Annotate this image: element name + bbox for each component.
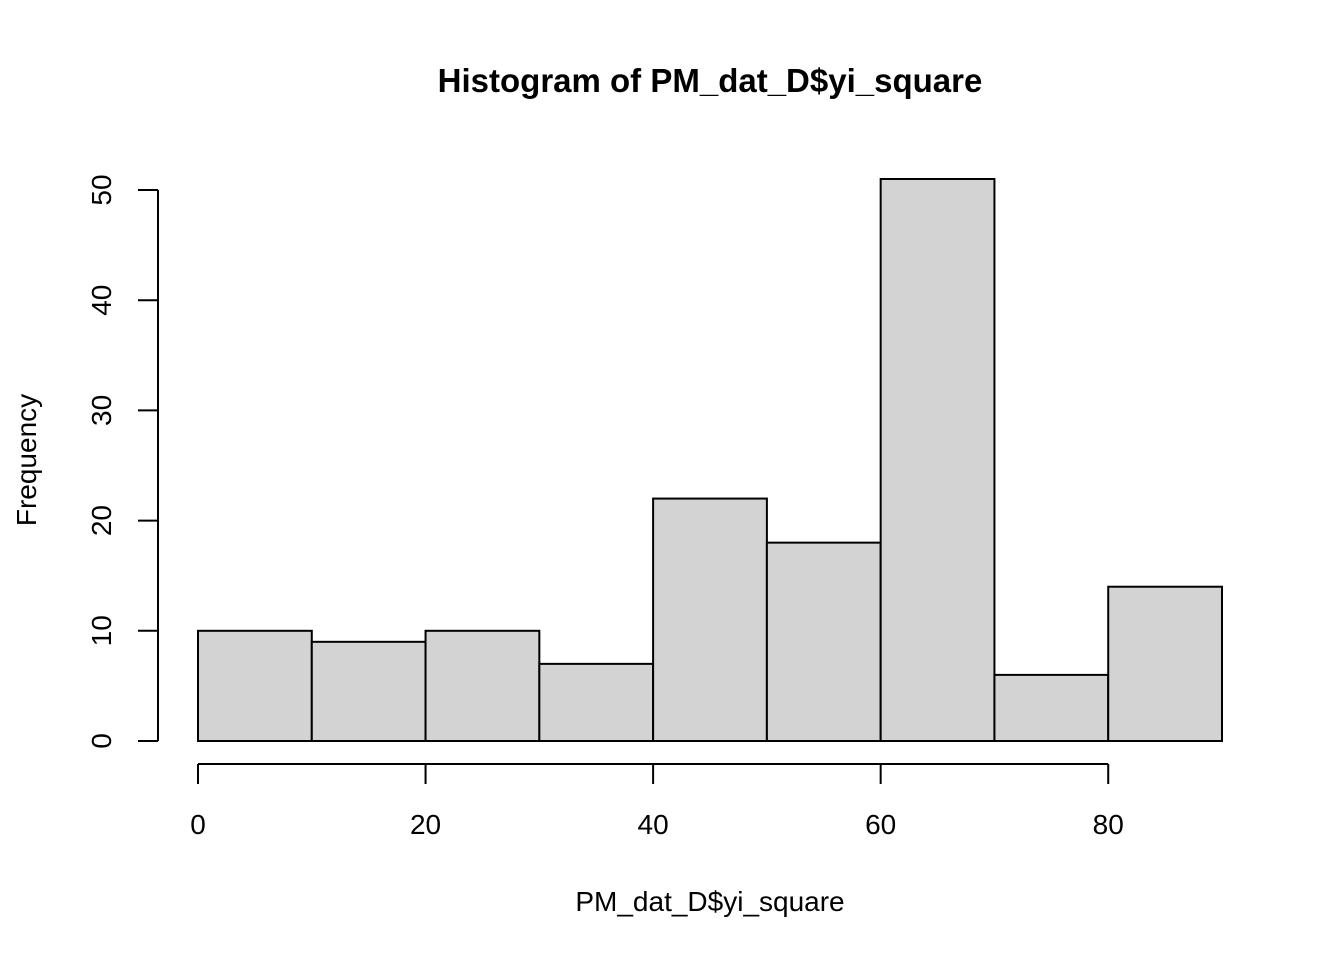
histogram-bar bbox=[197, 629, 313, 742]
histogram-bar bbox=[1107, 585, 1223, 742]
histogram-bar bbox=[993, 673, 1110, 742]
histogram-bar bbox=[424, 629, 541, 742]
y-tick-label: 50 bbox=[86, 174, 117, 205]
histogram-bar bbox=[538, 662, 655, 742]
y-tick-label: 20 bbox=[86, 505, 117, 536]
x-tick-label: 60 bbox=[865, 809, 896, 840]
x-tick-label: 40 bbox=[638, 809, 669, 840]
histogram-bar bbox=[310, 640, 427, 743]
x-axis: 0 20 40 60 80 bbox=[190, 763, 1124, 840]
histogram-bar bbox=[879, 178, 996, 742]
histogram-bar bbox=[765, 541, 882, 742]
x-tick-label: 80 bbox=[1093, 809, 1124, 840]
x-axis-label: PM_dat_D$yi_square bbox=[575, 886, 844, 917]
y-tick-label: 0 bbox=[86, 733, 117, 749]
y-tick-label: 40 bbox=[86, 285, 117, 316]
y-axis-label: Frequency bbox=[11, 394, 42, 526]
bars-group bbox=[197, 178, 1223, 743]
x-tick-label: 20 bbox=[410, 809, 441, 840]
histogram-bar bbox=[652, 497, 768, 742]
chart-title: Histogram of PM_dat_D$yi_square bbox=[438, 62, 983, 99]
y-tick-label: 10 bbox=[86, 615, 117, 646]
y-tick-label: 30 bbox=[86, 395, 117, 426]
y-axis: 0 10 20 30 40 50 bbox=[86, 174, 159, 749]
x-tick-label: 0 bbox=[190, 809, 206, 840]
